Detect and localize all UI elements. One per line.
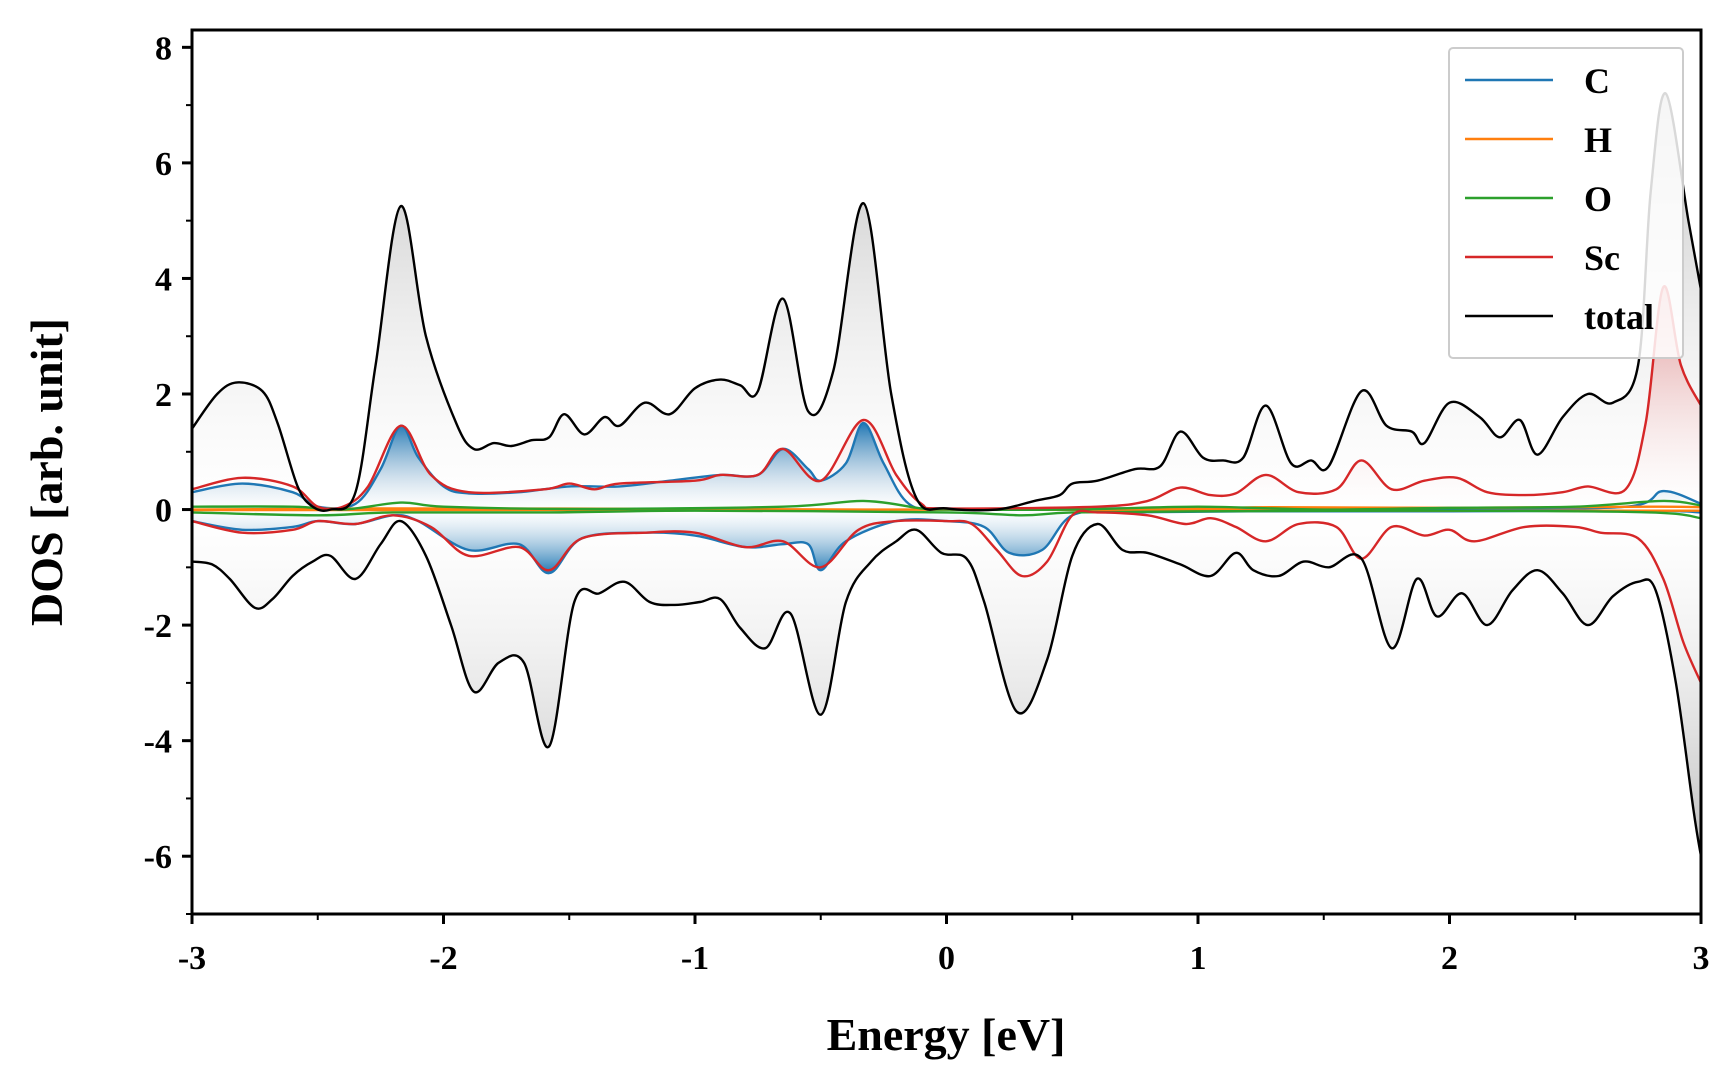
- legend-label-c: C: [1584, 61, 1610, 101]
- series-line-total-up: [192, 92, 1701, 512]
- y-tick-label: -6: [144, 839, 172, 876]
- y-tick-label: -4: [144, 724, 172, 761]
- tick-labels: -3 -2 -1 0 1 2 3 -6 -4 -2 0 2 4 6 8: [144, 30, 1710, 977]
- series-line-sc-down: [192, 509, 1701, 684]
- legend-box: [1448, 47, 1684, 359]
- y-tick-label: -2: [144, 608, 172, 645]
- y-axis-title: DOS [arb. unit]: [21, 318, 72, 626]
- legend-label-total: total: [1584, 297, 1654, 337]
- x-tick-label: -2: [429, 940, 457, 977]
- x-tick-label: 2: [1441, 940, 1458, 977]
- fill-total-down: [192, 509, 1701, 857]
- y-tick-label: 8: [155, 30, 172, 67]
- x-axis-title: Energy [eV]: [827, 1009, 1066, 1060]
- area-fills: [192, 93, 1701, 857]
- y-tick-label: 6: [155, 146, 172, 183]
- x-tick-label: 3: [1693, 940, 1710, 977]
- x-tick-label: -1: [681, 940, 709, 977]
- fill-total-up: [192, 93, 1701, 511]
- legend-label-h: H: [1584, 120, 1612, 160]
- x-tick-label: -3: [178, 940, 206, 977]
- series-line-total-down: [192, 519, 1701, 857]
- axis-ticks: [182, 45, 1703, 924]
- series-line-sc-up: [192, 285, 1701, 511]
- legend-label-o: O: [1584, 179, 1612, 219]
- x-tick-label: 1: [1190, 940, 1207, 977]
- y-tick-label: 2: [155, 377, 172, 414]
- y-tick-label: 0: [155, 493, 172, 530]
- legend-label-sc: Sc: [1584, 238, 1620, 278]
- x-tick-label: 0: [938, 940, 955, 977]
- series-line-o-down: [192, 509, 1701, 520]
- fill-c-up: [192, 422, 1701, 510]
- legend: CHO Sc total: [1448, 47, 1684, 359]
- fill-c-down: [192, 509, 1701, 574]
- series-lines: [192, 92, 1701, 857]
- y-tick-label: 4: [155, 261, 172, 298]
